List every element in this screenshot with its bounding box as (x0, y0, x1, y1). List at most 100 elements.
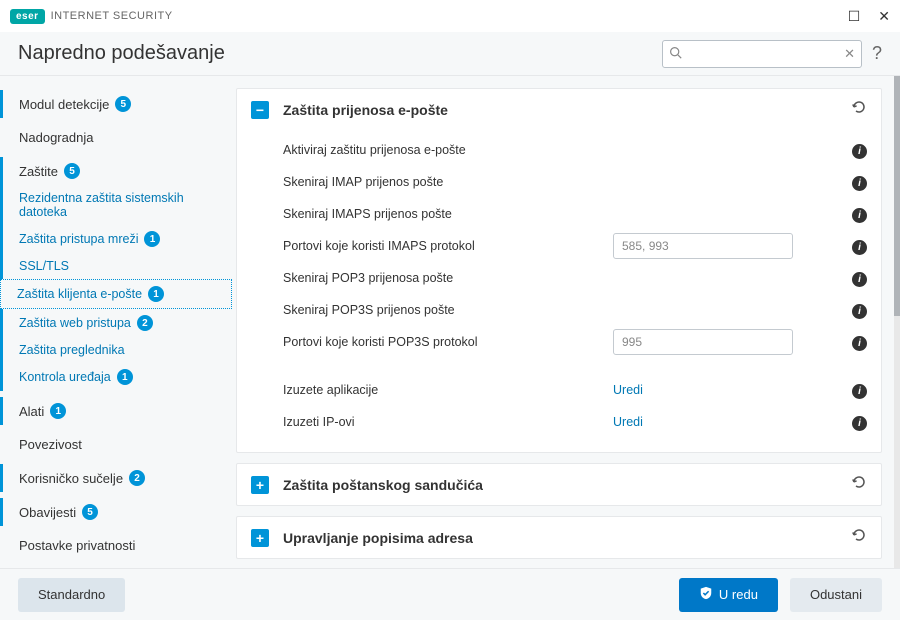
collapse-icon[interactable]: − (251, 101, 269, 119)
info-icon[interactable]: i (852, 384, 867, 399)
sidebar-item-ui[interactable]: Korisničko sučelje 2 (0, 464, 232, 492)
undo-icon[interactable] (851, 99, 867, 120)
sidebar-badge: 5 (115, 96, 131, 112)
sidebar-item-label: Postavke privatnosti (19, 538, 135, 553)
setting-row-imaps-ports: Portovi koje koristi IMAPS protokol i (283, 230, 867, 262)
sidebar-item-device[interactable]: Kontrola uređaja 1 (0, 363, 232, 391)
maximize-icon[interactable]: ☐ (848, 8, 861, 25)
sidebar-badge: 1 (148, 286, 164, 302)
scrollbar[interactable] (894, 76, 900, 568)
imaps-ports-input[interactable] (613, 233, 793, 259)
undo-icon[interactable] (851, 474, 867, 495)
info-icon[interactable]: i (852, 416, 867, 431)
panel-title: Upravljanje popisima adresa (283, 530, 473, 546)
sidebar-item-email-client[interactable]: Zaštita klijenta e-pošte 1 (0, 279, 232, 309)
settings-content: − Zaštita prijenosa e-pošte Aktiviraj za… (232, 76, 900, 568)
sidebar-item-network[interactable]: Zaštita pristupa mreži 1 (0, 225, 232, 253)
panel-address-lists: + Upravljanje popisima adresa (236, 516, 882, 559)
sidebar-badge: 1 (117, 369, 133, 385)
search-icon (669, 46, 682, 62)
sidebar-item-label: Rezidentna zaštita sistemskih datoteka (19, 191, 216, 219)
sidebar-badge: 5 (82, 504, 98, 520)
sidebar-item-ssl[interactable]: SSL/TLS (0, 253, 232, 279)
page-title: Napredno podešavanje (18, 42, 225, 65)
setting-row-pop3s-ports: Portovi koje koristi POP3S protokol i (283, 326, 867, 358)
sidebar-badge: 2 (137, 315, 153, 331)
info-icon[interactable]: i (852, 304, 867, 319)
setting-label: Skeniraj POP3S prijenos pošte (283, 303, 613, 317)
cancel-button[interactable]: Odustani (790, 578, 882, 612)
undo-icon[interactable] (851, 527, 867, 548)
setting-label: Portovi koje koristi IMAPS protokol (283, 239, 613, 253)
info-icon[interactable]: i (852, 144, 867, 159)
sidebar-item-label: Zaštita web pristupa (19, 316, 131, 330)
info-icon[interactable]: i (852, 336, 867, 351)
setting-row-enable: Aktiviraj zaštitu prijenosa e-pošte i (283, 134, 867, 166)
sidebar-item-realtime[interactable]: Rezidentna zaštita sistemskih datoteka (0, 185, 232, 225)
sidebar-item-browser[interactable]: Zaštita preglednika (0, 337, 232, 363)
sidebar-item-label: Zaštita klijenta e-pošte (17, 287, 142, 301)
sidebar-item-label: Zaštita preglednika (19, 343, 125, 357)
expand-icon[interactable]: + (251, 476, 269, 494)
setting-row-excluded-ips: Izuzeti IP-ovi Uredi i (283, 406, 867, 438)
pop3s-ports-input[interactable] (613, 329, 793, 355)
clear-search-icon[interactable]: ✕ (844, 46, 855, 62)
sidebar-item-notifications[interactable]: Obavijesti 5 (0, 498, 232, 526)
sidebar-item-label: SSL/TLS (19, 259, 69, 273)
setting-row-imap: Skeniraj IMAP prijenos pošte i (283, 166, 867, 198)
shield-icon (699, 586, 713, 603)
setting-label: Izuzete aplikacije (283, 383, 613, 397)
setting-label: Aktiviraj zaštitu prijenosa e-pošte (283, 143, 613, 157)
sidebar-item-label: Korisničko sučelje (19, 471, 123, 486)
brand-badge: eser (10, 9, 45, 24)
sidebar-item-detection[interactable]: Modul detekcije 5 (0, 90, 232, 118)
search-box[interactable]: ✕ (662, 40, 862, 68)
close-icon[interactable]: ✕ (878, 8, 890, 25)
setting-row-pop3s: Skeniraj POP3S prijenos pošte i (283, 294, 867, 326)
footer: Standardno U redu Odustani (0, 568, 900, 620)
search-input[interactable] (663, 41, 861, 67)
sidebar: Modul detekcije 5 Nadogradnja Zaštite 5 … (0, 76, 232, 568)
info-icon[interactable]: i (852, 272, 867, 287)
edit-excluded-apps-link[interactable]: Uredi (613, 383, 643, 397)
sidebar-item-protections[interactable]: Zaštite 5 (0, 157, 232, 185)
sidebar-item-label: Povezivost (19, 437, 82, 452)
sidebar-item-web[interactable]: Zaštita web pristupa 2 (0, 309, 232, 337)
info-icon[interactable]: i (852, 208, 867, 223)
window-controls: ☐ ✕ (848, 8, 890, 25)
app-logo: eser INTERNET SECURITY (10, 9, 173, 24)
ok-button[interactable]: U redu (679, 578, 778, 612)
scrollbar-thumb[interactable] (894, 76, 900, 316)
sidebar-item-label: Nadogradnja (19, 130, 93, 145)
sidebar-item-label: Alati (19, 404, 44, 419)
sidebar-item-label: Zaštita pristupa mreži (19, 232, 138, 246)
setting-label: Skeniraj IMAP prijenos pošte (283, 175, 613, 189)
setting-row-excluded-apps: Izuzete aplikacije Uredi i (283, 374, 867, 406)
panel-email-transport: − Zaštita prijenosa e-pošte Aktiviraj za… (236, 88, 882, 453)
default-button[interactable]: Standardno (18, 578, 125, 612)
info-icon[interactable]: i (852, 176, 867, 191)
sidebar-badge: 2 (129, 470, 145, 486)
sidebar-item-label: Kontrola uređaja (19, 370, 111, 384)
ok-button-label: U redu (719, 587, 758, 602)
panel-title: Zaštita prijenosa e-pošte (283, 102, 448, 118)
edit-excluded-ips-link[interactable]: Uredi (613, 415, 643, 429)
titlebar: eser INTERNET SECURITY ☐ ✕ (0, 0, 900, 32)
info-icon[interactable]: i (852, 240, 867, 255)
panel-mailbox: + Zaštita poštanskog sandučića (236, 463, 882, 506)
sidebar-badge: 1 (50, 403, 66, 419)
sidebar-item-update[interactable]: Nadogradnja (0, 124, 232, 151)
sidebar-item-connectivity[interactable]: Povezivost (0, 431, 232, 458)
help-button[interactable]: ? (872, 43, 882, 64)
panel-body: Aktiviraj zaštitu prijenosa e-pošte i Sk… (237, 130, 881, 452)
panel-header[interactable]: + Zaštita poštanskog sandučića (237, 464, 881, 505)
panel-header[interactable]: + Upravljanje popisima adresa (237, 517, 881, 558)
sidebar-item-label: Zaštite (19, 164, 58, 179)
setting-label: Portovi koje koristi POP3S protokol (283, 335, 613, 349)
setting-row-imaps: Skeniraj IMAPS prijenos pošte i (283, 198, 867, 230)
sidebar-badge: 5 (64, 163, 80, 179)
panel-header[interactable]: − Zaštita prijenosa e-pošte (237, 89, 881, 130)
sidebar-item-tools[interactable]: Alati 1 (0, 397, 232, 425)
expand-icon[interactable]: + (251, 529, 269, 547)
sidebar-item-privacy[interactable]: Postavke privatnosti (0, 532, 232, 559)
